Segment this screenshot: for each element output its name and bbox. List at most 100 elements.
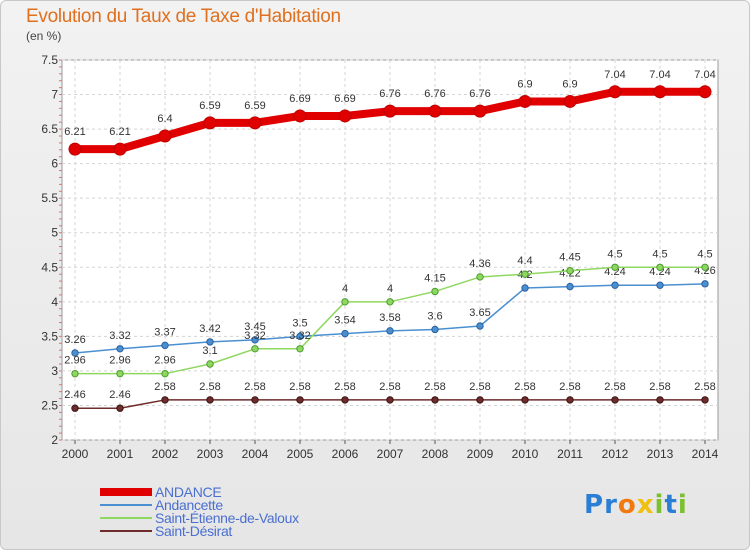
data-label: 4.5 bbox=[697, 248, 712, 260]
data-label: 2.58 bbox=[514, 381, 535, 393]
data-point bbox=[158, 129, 172, 143]
x-tick-label: 2006 bbox=[332, 447, 359, 461]
data-label: 4.15 bbox=[424, 272, 445, 284]
x-tick-label: 2003 bbox=[197, 447, 224, 461]
data-label: 6.21 bbox=[109, 126, 130, 138]
x-tick-label: 2009 bbox=[467, 447, 494, 461]
data-point bbox=[296, 345, 304, 353]
data-label: 3.37 bbox=[154, 326, 175, 338]
data-label: 6.76 bbox=[379, 88, 400, 100]
data-point bbox=[113, 142, 127, 156]
data-point bbox=[293, 109, 307, 123]
x-tick-label: 2004 bbox=[242, 447, 269, 461]
data-point bbox=[71, 369, 79, 378]
x-tick-label: 2012 bbox=[602, 447, 629, 461]
x-tick-label: 2000 bbox=[62, 447, 89, 461]
data-label: 6.76 bbox=[424, 88, 445, 100]
data-label: 3.42 bbox=[199, 323, 220, 335]
y-tick-label: 3 bbox=[51, 364, 58, 378]
data-point bbox=[698, 85, 712, 99]
y-tick-label: 4.5 bbox=[41, 260, 58, 274]
data-point bbox=[476, 273, 484, 281]
data-label: 2.58 bbox=[334, 381, 355, 393]
proxiti-logo: Proxiti bbox=[584, 490, 688, 520]
y-tick-label: 3.5 bbox=[41, 329, 58, 343]
data-point bbox=[608, 85, 622, 99]
data-label: 2.58 bbox=[649, 381, 670, 393]
data-label: 3.32 bbox=[109, 330, 130, 342]
y-tick-label: 2.5 bbox=[41, 398, 58, 412]
brand-letter: r bbox=[604, 490, 618, 520]
data-point bbox=[701, 396, 709, 404]
data-point bbox=[386, 396, 394, 404]
data-point bbox=[251, 345, 259, 353]
chart-title: Evolution du Taux de Taxe d'Habitation bbox=[26, 6, 341, 27]
data-label: 2.46 bbox=[64, 389, 85, 401]
brand-letter: P bbox=[584, 490, 605, 520]
data-point bbox=[431, 287, 439, 296]
data-label: 7.04 bbox=[604, 69, 625, 81]
data-label: 3.32 bbox=[289, 330, 310, 342]
y-tick-label: 2 bbox=[51, 433, 58, 447]
data-label: 2.58 bbox=[199, 381, 220, 393]
data-point bbox=[431, 396, 439, 404]
data-label: 2.58 bbox=[154, 381, 175, 393]
data-point bbox=[161, 396, 169, 404]
data-point bbox=[161, 369, 169, 378]
data-point bbox=[383, 104, 397, 118]
data-point bbox=[656, 263, 664, 271]
x-tick-label: 2002 bbox=[152, 447, 179, 461]
legend-label-saint-etienne: Saint-Étienne-de-Valoux bbox=[155, 510, 299, 526]
data-point bbox=[476, 396, 484, 404]
data-point bbox=[656, 396, 664, 404]
data-label: 2.58 bbox=[559, 381, 580, 393]
data-point bbox=[251, 336, 259, 344]
data-label: 2.58 bbox=[694, 381, 715, 393]
data-label: 2.58 bbox=[469, 381, 490, 393]
data-point bbox=[341, 298, 349, 306]
data-label: 2.96 bbox=[64, 355, 85, 367]
data-label: 2.58 bbox=[289, 381, 310, 393]
data-point bbox=[563, 94, 577, 108]
data-point bbox=[476, 322, 484, 330]
data-label: 2.58 bbox=[379, 381, 400, 393]
brand-letter: x bbox=[636, 490, 655, 520]
data-point bbox=[566, 267, 574, 275]
data-label: 4.45 bbox=[559, 252, 580, 264]
data-point bbox=[611, 396, 619, 404]
legend-label-andance: ANDANCE bbox=[155, 484, 222, 500]
data-point bbox=[653, 85, 667, 99]
data-point bbox=[206, 338, 214, 346]
data-label: 4.24 bbox=[649, 266, 670, 278]
data-point bbox=[251, 396, 259, 404]
y-tick-label: 6 bbox=[51, 157, 58, 171]
data-point bbox=[386, 298, 394, 306]
data-point bbox=[116, 369, 124, 378]
data-label: 3.5 bbox=[292, 317, 307, 329]
data-point bbox=[296, 332, 304, 341]
data-label: 2.58 bbox=[244, 381, 265, 393]
x-tick-label: 2008 bbox=[422, 447, 449, 461]
data-label: 2.58 bbox=[424, 381, 445, 393]
data-point bbox=[206, 396, 214, 404]
y-tick-label: 5 bbox=[51, 226, 58, 240]
data-point bbox=[701, 280, 709, 288]
y-tick-label: 5.5 bbox=[41, 191, 58, 205]
data-label: 2.96 bbox=[154, 355, 175, 367]
data-point bbox=[611, 281, 619, 289]
data-label: 6.9 bbox=[562, 78, 577, 90]
data-label: 4.5 bbox=[607, 248, 622, 260]
data-point bbox=[656, 281, 664, 289]
legend-swatch-andancette bbox=[100, 504, 152, 506]
legend-swatch-saint-desirat bbox=[100, 530, 152, 532]
y-unit-label: (en %) bbox=[26, 29, 62, 43]
data-label: 6.4 bbox=[157, 113, 172, 125]
x-tick-label: 2013 bbox=[647, 447, 674, 461]
data-label: 4.24 bbox=[604, 266, 625, 278]
data-label: 6.21 bbox=[64, 126, 85, 138]
data-point bbox=[71, 349, 79, 357]
data-point bbox=[473, 104, 487, 118]
brand-letter: i bbox=[677, 490, 688, 520]
data-point bbox=[566, 282, 574, 291]
data-point bbox=[701, 263, 709, 271]
